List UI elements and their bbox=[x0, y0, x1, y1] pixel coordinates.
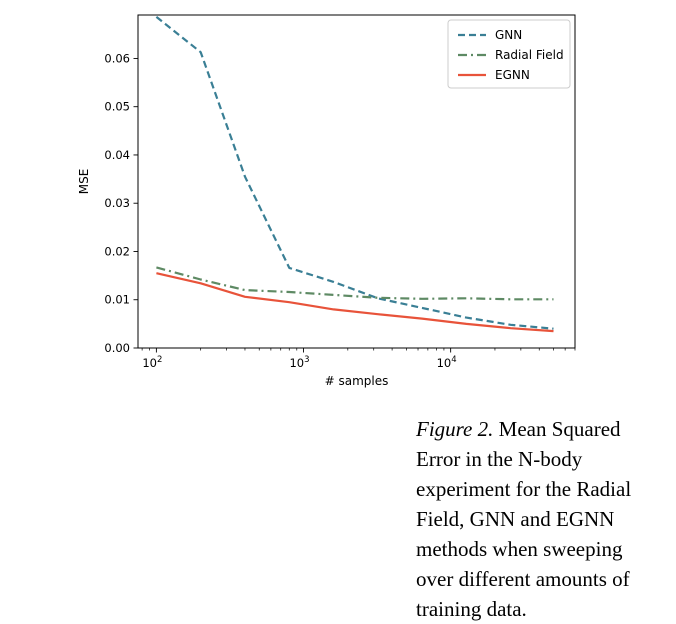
series-line-radial-field bbox=[156, 266, 554, 301]
legend-label-radial-field: Radial Field bbox=[495, 48, 564, 62]
y-tick-label: 0.00 bbox=[104, 341, 130, 355]
x-tick-label: 104 bbox=[437, 355, 457, 370]
legend-label-gnn: GNN bbox=[495, 28, 522, 42]
legend-box bbox=[447, 19, 571, 89]
x-tick-label: 102 bbox=[142, 355, 162, 370]
y-tick-label: 0.05 bbox=[104, 100, 130, 114]
y-axis-label: MSE bbox=[77, 169, 91, 195]
x-tick-label: 103 bbox=[289, 355, 309, 370]
y-tick-label: 0.01 bbox=[104, 293, 130, 307]
y-tick-label: 0.03 bbox=[104, 196, 130, 210]
series-line-gnn bbox=[155, 16, 554, 330]
figure-caption: Figure 2. Mean Squared Error in the N-bo… bbox=[416, 414, 646, 624]
chart: 102 103 104 0.00 0.01 0.02 0.03 0.04 0.05 0.06 # s… bbox=[77, 14, 576, 388]
y-tick-label: 0.02 bbox=[104, 244, 130, 258]
series-line-egnn bbox=[156, 272, 554, 333]
y-tick-label: 0.04 bbox=[104, 148, 130, 162]
caption-text: Mean Squared Error in the N-body experim… bbox=[416, 417, 632, 621]
x-axis-label: # samples bbox=[325, 374, 389, 388]
legend-label-egnn: EGNN bbox=[495, 68, 530, 82]
plot-frame bbox=[137, 14, 576, 349]
caption-label: Figure 2. bbox=[416, 417, 494, 441]
y-tick-label: 0.06 bbox=[104, 51, 130, 65]
